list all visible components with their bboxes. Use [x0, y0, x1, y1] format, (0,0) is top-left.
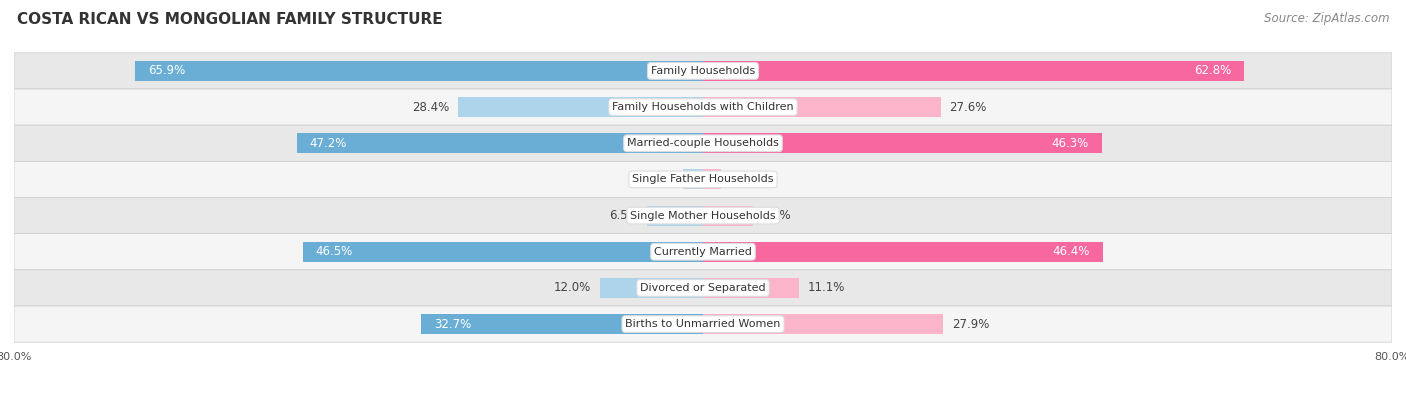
- FancyBboxPatch shape: [14, 89, 1392, 125]
- FancyBboxPatch shape: [14, 234, 1392, 270]
- Text: 46.4%: 46.4%: [1052, 245, 1090, 258]
- Bar: [703, 242, 1102, 262]
- Text: 28.4%: 28.4%: [412, 101, 450, 114]
- Text: 62.8%: 62.8%: [1194, 64, 1230, 77]
- Text: Family Households: Family Households: [651, 66, 755, 76]
- FancyBboxPatch shape: [14, 53, 1392, 89]
- Bar: [703, 169, 721, 189]
- Bar: [302, 242, 703, 262]
- Text: 32.7%: 32.7%: [434, 318, 471, 331]
- Text: Source: ZipAtlas.com: Source: ZipAtlas.com: [1264, 12, 1389, 25]
- Bar: [647, 206, 703, 226]
- Text: 47.2%: 47.2%: [309, 137, 347, 150]
- Bar: [703, 97, 941, 117]
- Text: COSTA RICAN VS MONGOLIAN FAMILY STRUCTURE: COSTA RICAN VS MONGOLIAN FAMILY STRUCTUR…: [17, 12, 443, 27]
- Text: 12.0%: 12.0%: [554, 281, 591, 294]
- Text: 27.9%: 27.9%: [952, 318, 990, 331]
- FancyBboxPatch shape: [14, 270, 1392, 306]
- Bar: [703, 278, 799, 298]
- Text: Single Father Households: Single Father Households: [633, 175, 773, 184]
- Bar: [297, 133, 703, 153]
- Text: Family Households with Children: Family Households with Children: [612, 102, 794, 112]
- Text: 2.3%: 2.3%: [645, 173, 675, 186]
- FancyBboxPatch shape: [14, 161, 1392, 198]
- Text: Divorced or Separated: Divorced or Separated: [640, 283, 766, 293]
- FancyBboxPatch shape: [14, 306, 1392, 342]
- Text: 2.1%: 2.1%: [730, 173, 759, 186]
- Bar: [703, 314, 943, 334]
- Text: 11.1%: 11.1%: [807, 281, 845, 294]
- Bar: [703, 133, 1102, 153]
- Text: 6.5%: 6.5%: [609, 209, 638, 222]
- Bar: [422, 314, 703, 334]
- Text: 46.3%: 46.3%: [1052, 137, 1088, 150]
- Text: Currently Married: Currently Married: [654, 247, 752, 257]
- Bar: [703, 61, 1244, 81]
- FancyBboxPatch shape: [14, 198, 1392, 234]
- FancyBboxPatch shape: [14, 125, 1392, 161]
- Bar: [458, 97, 703, 117]
- Text: Births to Unmarried Women: Births to Unmarried Women: [626, 319, 780, 329]
- Bar: [703, 206, 754, 226]
- Text: 5.8%: 5.8%: [762, 209, 792, 222]
- Bar: [683, 169, 703, 189]
- Bar: [135, 61, 703, 81]
- Text: Single Mother Households: Single Mother Households: [630, 211, 776, 220]
- Text: 65.9%: 65.9%: [149, 64, 186, 77]
- Text: 27.6%: 27.6%: [949, 101, 987, 114]
- Text: 46.5%: 46.5%: [315, 245, 353, 258]
- Bar: [599, 278, 703, 298]
- Text: Married-couple Households: Married-couple Households: [627, 138, 779, 148]
